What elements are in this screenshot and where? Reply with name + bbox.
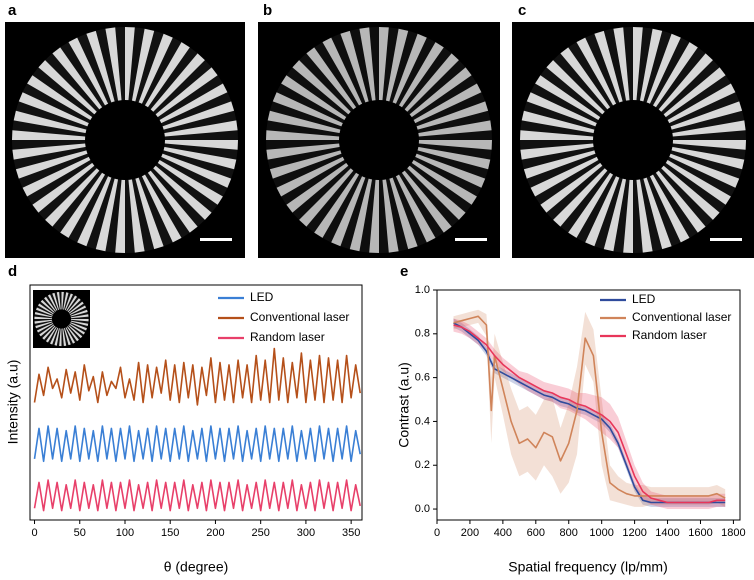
panel-label: a bbox=[8, 2, 17, 19]
x-axis-label: θ (degree) bbox=[164, 559, 229, 575]
legend-label: LED bbox=[250, 290, 274, 304]
legend-label: Conventional laser bbox=[632, 310, 731, 324]
inset bbox=[33, 290, 90, 348]
legend-label: Conventional laser bbox=[250, 310, 349, 324]
y-tick-label: 0.2 bbox=[415, 459, 430, 471]
y-tick-label: 1.0 bbox=[415, 284, 430, 296]
legend-label: Random laser bbox=[250, 330, 325, 344]
x-tick-label: 300 bbox=[297, 527, 315, 539]
error-band bbox=[453, 309, 726, 507]
x-tick-label: 250 bbox=[252, 527, 270, 539]
y-tick-label: 0.8 bbox=[415, 328, 430, 340]
panel-label: c bbox=[518, 2, 526, 19]
x-tick-label: 50 bbox=[74, 527, 86, 539]
series-line bbox=[33, 425, 361, 463]
x-tick-label: 150 bbox=[161, 527, 179, 539]
image-c bbox=[512, 22, 754, 258]
series-line bbox=[453, 324, 726, 504]
y-tick-label: 0.0 bbox=[415, 503, 430, 515]
x-tick-label: 0 bbox=[434, 527, 440, 539]
plot-frame bbox=[29, 284, 363, 521]
x-tick-label: 1200 bbox=[622, 527, 646, 539]
panel-label: d bbox=[8, 263, 17, 280]
x-tick-label: 1000 bbox=[589, 527, 613, 539]
panel-label: b bbox=[263, 2, 272, 19]
x-tick-label: 200 bbox=[461, 527, 479, 539]
series-line bbox=[33, 347, 361, 406]
series-line bbox=[33, 479, 361, 512]
image-b bbox=[258, 22, 500, 258]
x-tick-label: 200 bbox=[206, 527, 224, 539]
x-tick-label: 400 bbox=[494, 527, 512, 539]
y-axis-label: Contrast (a.u) bbox=[396, 362, 412, 448]
x-tick-label: 0 bbox=[31, 527, 37, 539]
y-tick-label: 0.4 bbox=[415, 415, 430, 427]
image-a bbox=[5, 22, 245, 258]
series-line bbox=[453, 315, 726, 499]
x-tick-label: 1600 bbox=[688, 527, 712, 539]
x-tick-label: 600 bbox=[527, 527, 545, 539]
y-tick-label: 0.6 bbox=[415, 372, 430, 384]
legend-label: LED bbox=[632, 292, 656, 306]
error-band bbox=[453, 318, 726, 509]
panel-label: e bbox=[400, 263, 408, 280]
x-axis-label: Spatial frequency (lp/mm) bbox=[508, 559, 668, 575]
x-tick-label: 350 bbox=[342, 527, 360, 539]
x-tick-label: 800 bbox=[560, 527, 578, 539]
x-tick-label: 1800 bbox=[721, 527, 745, 539]
legend-label: Random laser bbox=[632, 328, 707, 342]
plot-frame bbox=[436, 289, 741, 521]
x-tick-label: 100 bbox=[116, 527, 134, 539]
y-axis-label: Intensity (a.u) bbox=[5, 360, 21, 445]
x-tick-label: 1400 bbox=[655, 527, 679, 539]
